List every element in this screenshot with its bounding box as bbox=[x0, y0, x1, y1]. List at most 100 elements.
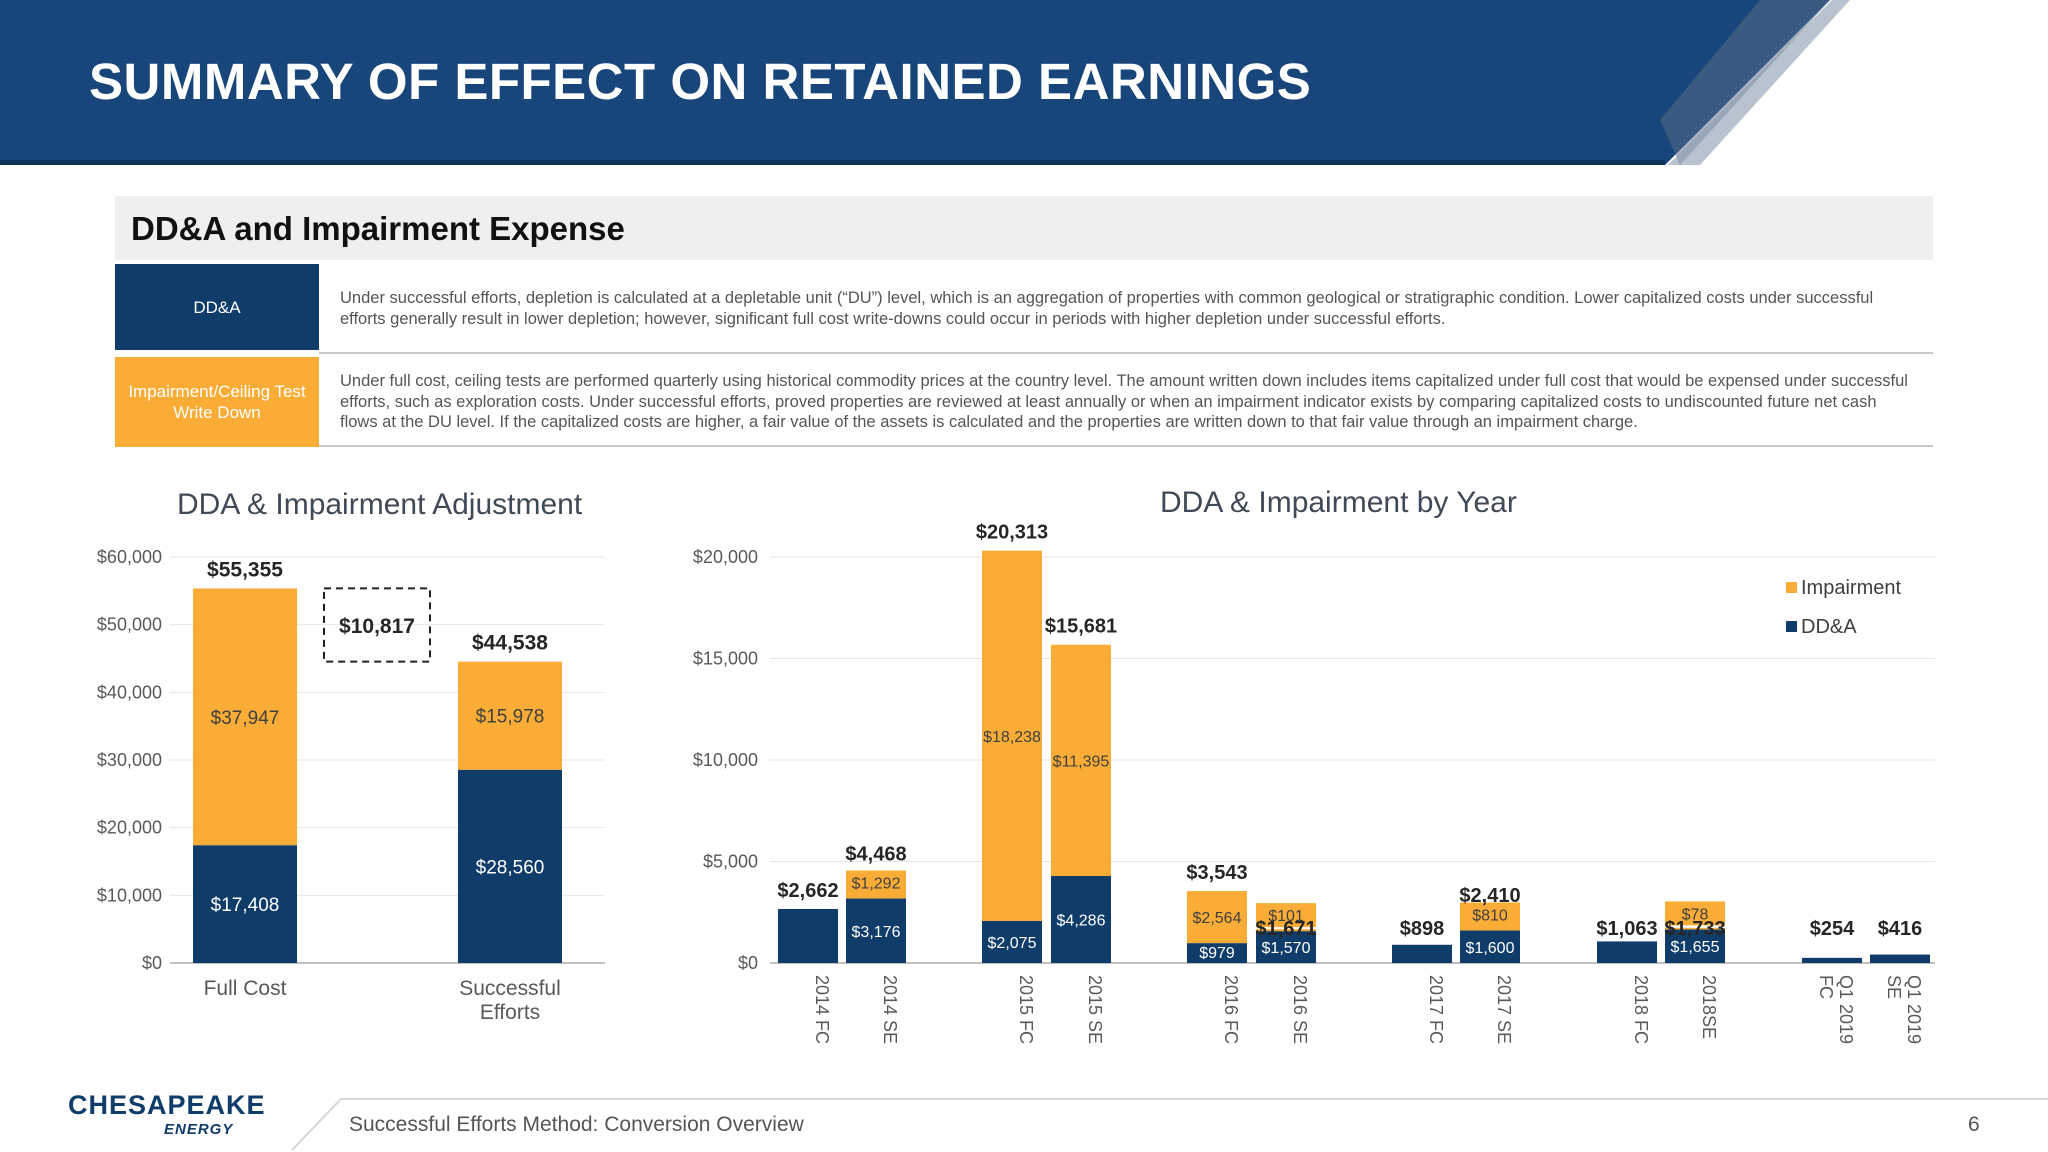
y-tick-label: $5,000 bbox=[703, 852, 758, 872]
data-label-dda: $4,286 bbox=[1057, 912, 1106, 929]
legend-swatch-impairment bbox=[1786, 582, 1797, 593]
x-tick-label: 2015 FC bbox=[1016, 975, 1036, 1044]
data-label-impairment-box bbox=[1256, 903, 1316, 928]
bar-dda bbox=[1870, 954, 1930, 963]
bar-dda bbox=[1460, 930, 1520, 963]
total-label: $254 bbox=[1810, 918, 1855, 940]
data-label-dda: $3,176 bbox=[852, 924, 901, 941]
data-label-impairment: $18,238 bbox=[983, 729, 1041, 746]
data-label-dda: $28,560 bbox=[476, 857, 545, 878]
data-label-dda: $17,408 bbox=[211, 895, 280, 916]
y-tick-label: $10,000 bbox=[693, 750, 758, 770]
total-label: $898 bbox=[1400, 918, 1445, 940]
bar-dda bbox=[1665, 929, 1725, 963]
bar-dda bbox=[1051, 875, 1111, 963]
total-label: $20,313 bbox=[976, 522, 1048, 544]
bar-impairment bbox=[458, 661, 562, 770]
data-label-impairment: $11,395 bbox=[1053, 753, 1110, 770]
total-label: $1,671 bbox=[1255, 918, 1316, 940]
x-tick-label: 2018 FC bbox=[1631, 975, 1651, 1044]
data-label-impairment: $15,978 bbox=[476, 707, 545, 728]
chart-title-adjustment: DDA & Impairment Adjustment bbox=[177, 488, 583, 521]
page-number: 6 bbox=[1968, 1113, 1980, 1136]
footer-divider bbox=[340, 1098, 2048, 1100]
definition-row-dda: DD&A Under successful efforts, depletion… bbox=[115, 264, 1933, 354]
y-tick-label: $10,000 bbox=[97, 885, 162, 905]
y-tick-label: $50,000 bbox=[97, 615, 162, 635]
data-label-impairment: $78 bbox=[1682, 906, 1709, 923]
bar-impairment bbox=[1051, 644, 1111, 876]
y-tick-label: $40,000 bbox=[97, 682, 162, 702]
y-tick-label: $60,000 bbox=[97, 547, 162, 567]
definition-label-dda: DD&A bbox=[115, 264, 319, 350]
total-label: $55,355 bbox=[207, 558, 283, 581]
definition-text-dda: Under successful efforts, depletion is c… bbox=[340, 289, 1874, 328]
x-tick-label: Efforts bbox=[480, 1001, 540, 1024]
x-tick-label: 2014 FC bbox=[812, 975, 832, 1044]
logo-wordmark: CHESAPEAKE bbox=[68, 1090, 266, 1120]
data-label-impairment: $1,292 bbox=[852, 876, 901, 893]
section-heading: DD&A and Impairment Expense bbox=[115, 196, 1933, 260]
x-tick-label: 2017 SE bbox=[1494, 975, 1514, 1044]
x-tick-label: Successful bbox=[459, 977, 561, 1000]
logo-subtext: ENERGY bbox=[164, 1121, 234, 1138]
footer-slash bbox=[291, 1099, 341, 1151]
data-label-impairment-box bbox=[846, 870, 906, 895]
header-banner bbox=[0, 0, 2048, 165]
x-tick-label: 2015 SE bbox=[1085, 975, 1105, 1044]
data-label-dda: $1,600 bbox=[1466, 940, 1515, 957]
bar-dda bbox=[778, 908, 838, 963]
bar-dda bbox=[1597, 941, 1657, 963]
definition-divider bbox=[319, 352, 1933, 354]
x-tick-label: SE bbox=[1884, 975, 1904, 999]
total-label: $2,410 bbox=[1459, 885, 1520, 907]
data-label-impairment: $101 bbox=[1268, 908, 1304, 925]
bar-dda bbox=[1187, 943, 1247, 963]
definition-label-impairment: Impairment/Ceiling Test Write Down bbox=[115, 357, 319, 447]
bar-dda bbox=[982, 920, 1042, 963]
data-label-impairment-box bbox=[1665, 901, 1725, 926]
footer-caption: Successful Efforts Method: Conversion Ov… bbox=[349, 1113, 804, 1136]
total-label: $2,662 bbox=[777, 880, 838, 902]
total-label: $15,681 bbox=[1045, 616, 1117, 638]
legend-label-impairment: Impairment bbox=[1801, 577, 1901, 599]
x-tick-label: Q1 2019 bbox=[1904, 975, 1924, 1044]
x-tick-label: 2017 FC bbox=[1426, 975, 1446, 1044]
x-tick-label: 2016 FC bbox=[1221, 975, 1241, 1044]
difference-label: $10,817 bbox=[339, 615, 415, 638]
data-label-impairment: $37,947 bbox=[211, 708, 280, 729]
total-label: $1,063 bbox=[1596, 918, 1657, 940]
legend-swatch-dda bbox=[1786, 621, 1797, 632]
page-title: SUMMARY OF EFFECT ON RETAINED EARNINGS bbox=[89, 53, 1312, 110]
bar-dda bbox=[193, 845, 297, 963]
bar-dda bbox=[846, 898, 906, 963]
total-label: $1,733 bbox=[1664, 918, 1725, 940]
bar-impairment bbox=[1256, 929, 1316, 932]
legend-label-dda: DD&A bbox=[1801, 616, 1857, 638]
bar-impairment bbox=[193, 588, 297, 846]
y-tick-label: $0 bbox=[142, 953, 162, 973]
bar-impairment bbox=[1665, 927, 1725, 930]
definition-divider bbox=[319, 445, 1933, 447]
company-logo: CHESAPEAKE ENERGY bbox=[68, 1090, 265, 1142]
data-label-impairment: $2,564 bbox=[1193, 910, 1242, 927]
x-tick-label: FC bbox=[1816, 975, 1836, 999]
difference-box bbox=[323, 587, 431, 663]
total-label: $4,468 bbox=[845, 843, 906, 865]
x-tick-label: 2014 SE bbox=[880, 975, 900, 1044]
bar-impairment bbox=[982, 550, 1042, 921]
y-tick-label: $20,000 bbox=[693, 547, 758, 567]
x-tick-label: Q1 2019 bbox=[1836, 975, 1856, 1044]
x-tick-label: 2016 SE bbox=[1290, 975, 1310, 1044]
total-label: $44,538 bbox=[472, 632, 548, 655]
bar-dda bbox=[1802, 957, 1862, 963]
data-label-dda: $1,655 bbox=[1671, 939, 1720, 956]
data-label-dda: $2,075 bbox=[988, 935, 1037, 952]
section-heading-text: DD&A and Impairment Expense bbox=[131, 210, 625, 247]
total-label: $3,543 bbox=[1186, 862, 1247, 884]
y-tick-label: $0 bbox=[738, 953, 758, 973]
x-tick-label: 2018SE bbox=[1699, 975, 1719, 1039]
x-tick-label: Full Cost bbox=[204, 977, 287, 1000]
